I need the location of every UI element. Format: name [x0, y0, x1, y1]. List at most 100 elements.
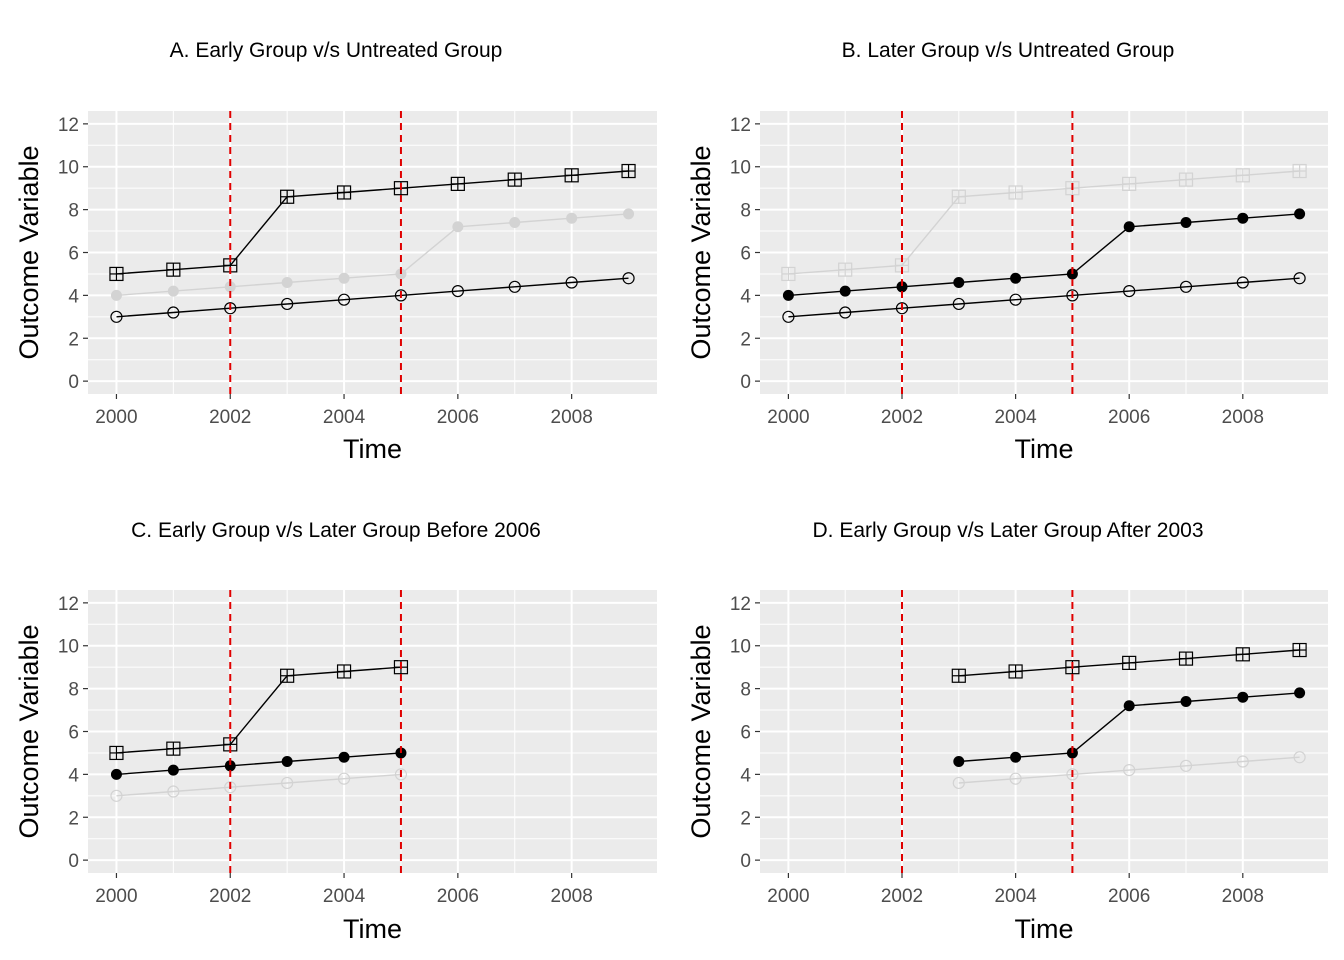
data-point [1009, 772, 1022, 785]
data-point [895, 302, 909, 315]
data-point [281, 776, 294, 790]
y-tick-label: 12 [730, 594, 751, 615]
data-point [1010, 272, 1022, 284]
data-point [565, 276, 578, 289]
panel-title: D. Early Group v/s Later Group After 200… [812, 519, 1203, 542]
data-point [1009, 293, 1022, 306]
data-point [1178, 172, 1194, 187]
series-line [116, 277, 629, 318]
series-filled-circle-1 [110, 208, 635, 301]
data-point [451, 284, 464, 298]
data-point [952, 297, 965, 311]
data-point [280, 668, 295, 683]
y-tick-label: 4 [68, 286, 79, 307]
data-point [1235, 647, 1250, 662]
series-square-plus-0 [781, 163, 1307, 282]
data-point [167, 764, 179, 776]
data-point [1010, 751, 1022, 763]
data-point [450, 176, 465, 191]
x-tick-label: 2004 [994, 407, 1037, 428]
x-tick-label: 2008 [551, 407, 593, 428]
data-point [839, 285, 851, 297]
data-point [951, 668, 966, 683]
series-line [116, 752, 402, 776]
data-point [621, 163, 636, 179]
x-tick-label: 2006 [437, 886, 479, 907]
data-point [167, 306, 180, 319]
data-point [566, 212, 578, 224]
y-tick-label: 2 [740, 808, 751, 829]
y-tick-label: 6 [740, 723, 751, 744]
data-point [110, 310, 123, 323]
data-point [1237, 212, 1249, 224]
series-open-circle-0 [952, 751, 1306, 790]
data-point [110, 789, 123, 802]
panel-title: A. Early Group v/s Untreated Group [170, 39, 503, 62]
data-point [166, 741, 181, 756]
data-point [280, 189, 295, 204]
x-axis-title: Time [343, 914, 402, 944]
data-point [1066, 768, 1079, 781]
y-axis-title: Outcome Variable [686, 145, 716, 359]
series-line [116, 170, 629, 275]
data-point [1180, 695, 1192, 707]
y-tick-label: 12 [730, 115, 751, 136]
x-tick-label: 2002 [209, 407, 251, 428]
panel-b: 0 2 4 6 8 10 12 2000 2002 2004 2006 2008 B. Later Gr… [686, 39, 1328, 464]
y-tick-label: 10 [58, 637, 79, 658]
series-line [116, 666, 402, 754]
data-point [782, 310, 795, 323]
data-point [1179, 759, 1193, 772]
data-point [951, 189, 966, 204]
data-point [166, 262, 181, 277]
series-line [116, 213, 629, 297]
data-point [1236, 755, 1249, 768]
data-point [953, 277, 965, 289]
y-tick-label: 6 [68, 244, 79, 265]
data-point [336, 185, 352, 200]
data-point [1122, 655, 1137, 670]
data-point [224, 760, 236, 772]
data-point [1236, 276, 1249, 289]
data-point [224, 302, 237, 315]
series-filled-circle-1 [782, 208, 1306, 301]
data-point [1123, 284, 1136, 298]
data-point [1123, 700, 1135, 712]
data-point [338, 272, 350, 284]
y-tick-label: 0 [68, 851, 79, 872]
data-point [109, 266, 124, 282]
data-point [1179, 280, 1193, 293]
x-tick-label: 2000 [767, 407, 809, 428]
data-point [1180, 216, 1192, 228]
data-point [1235, 168, 1250, 183]
y-tick-label: 2 [740, 329, 751, 350]
series-line [788, 277, 1300, 318]
series-line [116, 773, 402, 797]
y-tick-label: 4 [68, 765, 79, 786]
x-tick-label: 2004 [323, 407, 366, 428]
data-point [1008, 185, 1023, 200]
x-tick-label: 2006 [1108, 407, 1150, 428]
data-point [508, 280, 521, 293]
data-point [839, 306, 852, 319]
data-point [1293, 751, 1306, 764]
y-tick-label: 0 [68, 372, 79, 393]
data-point [564, 168, 579, 183]
x-tick-label: 2008 [551, 886, 593, 907]
data-point [110, 768, 122, 780]
data-point [281, 756, 293, 768]
x-axis-title: Time [1015, 914, 1074, 944]
x-axis-title: Time [1015, 434, 1074, 464]
data-point [337, 772, 351, 785]
data-point [337, 293, 351, 306]
data-point [167, 285, 179, 297]
y-tick-label: 8 [740, 201, 751, 222]
data-point [452, 221, 464, 233]
y-axis-title: Outcome Variable [14, 624, 44, 838]
series-square-plus-2 [951, 642, 1307, 683]
y-tick-label: 12 [58, 115, 79, 136]
series-line [788, 170, 1300, 275]
data-point [1123, 221, 1135, 233]
data-point [1294, 687, 1306, 699]
